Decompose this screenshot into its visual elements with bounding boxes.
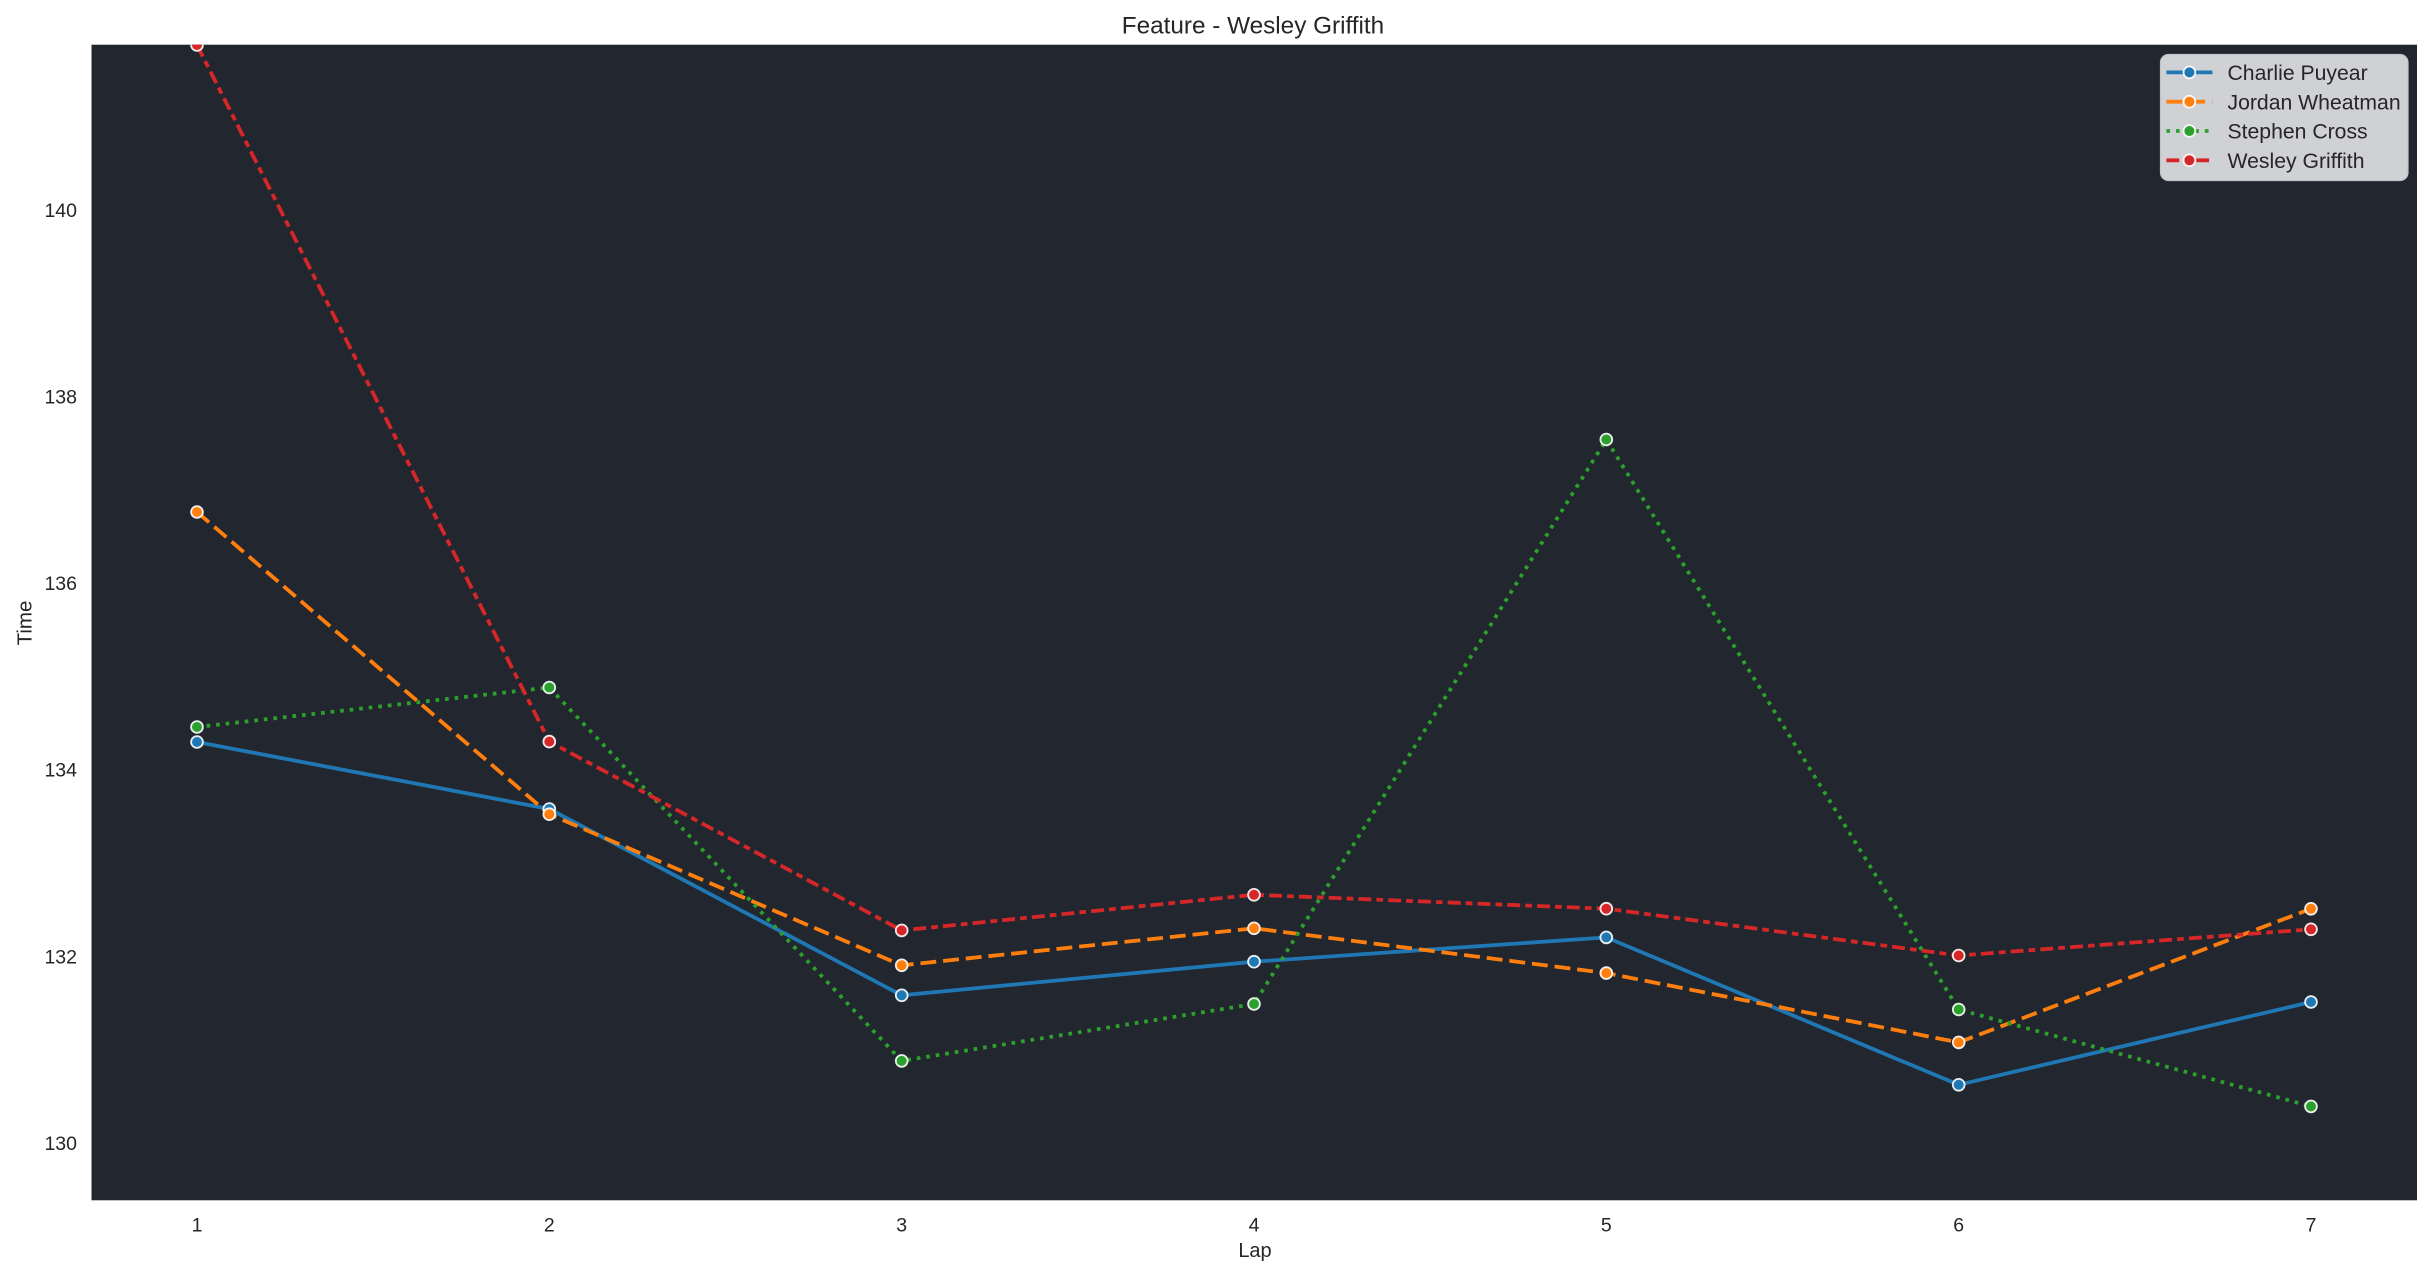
svg-text:138: 138 bbox=[44, 386, 77, 408]
svg-text:3: 3 bbox=[896, 1215, 907, 1237]
svg-text:140: 140 bbox=[44, 200, 77, 222]
svg-text:2: 2 bbox=[544, 1215, 555, 1237]
svg-text:7: 7 bbox=[2306, 1215, 2317, 1237]
svg-text:132: 132 bbox=[44, 946, 77, 968]
svg-text:Charlie Puyear: Charlie Puyear bbox=[2228, 62, 2368, 85]
svg-text:130: 130 bbox=[44, 1133, 77, 1155]
svg-text:6: 6 bbox=[1953, 1215, 1964, 1237]
svg-text:134: 134 bbox=[44, 760, 77, 782]
svg-text:Time: Time bbox=[14, 601, 37, 646]
svg-text:Jordan Wheatman: Jordan Wheatman bbox=[2228, 91, 2401, 114]
svg-text:Feature - Wesley Griffith: Feature - Wesley Griffith bbox=[1122, 13, 1384, 40]
svg-text:Lap: Lap bbox=[1238, 1240, 1271, 1262]
svg-text:Wesley Griffith: Wesley Griffith bbox=[2228, 150, 2365, 173]
svg-text:4: 4 bbox=[1249, 1215, 1260, 1237]
svg-text:1: 1 bbox=[192, 1215, 203, 1237]
svg-text:136: 136 bbox=[44, 573, 77, 595]
svg-text:Stephen Cross: Stephen Cross bbox=[2228, 121, 2368, 144]
svg-text:5: 5 bbox=[1601, 1215, 1612, 1237]
